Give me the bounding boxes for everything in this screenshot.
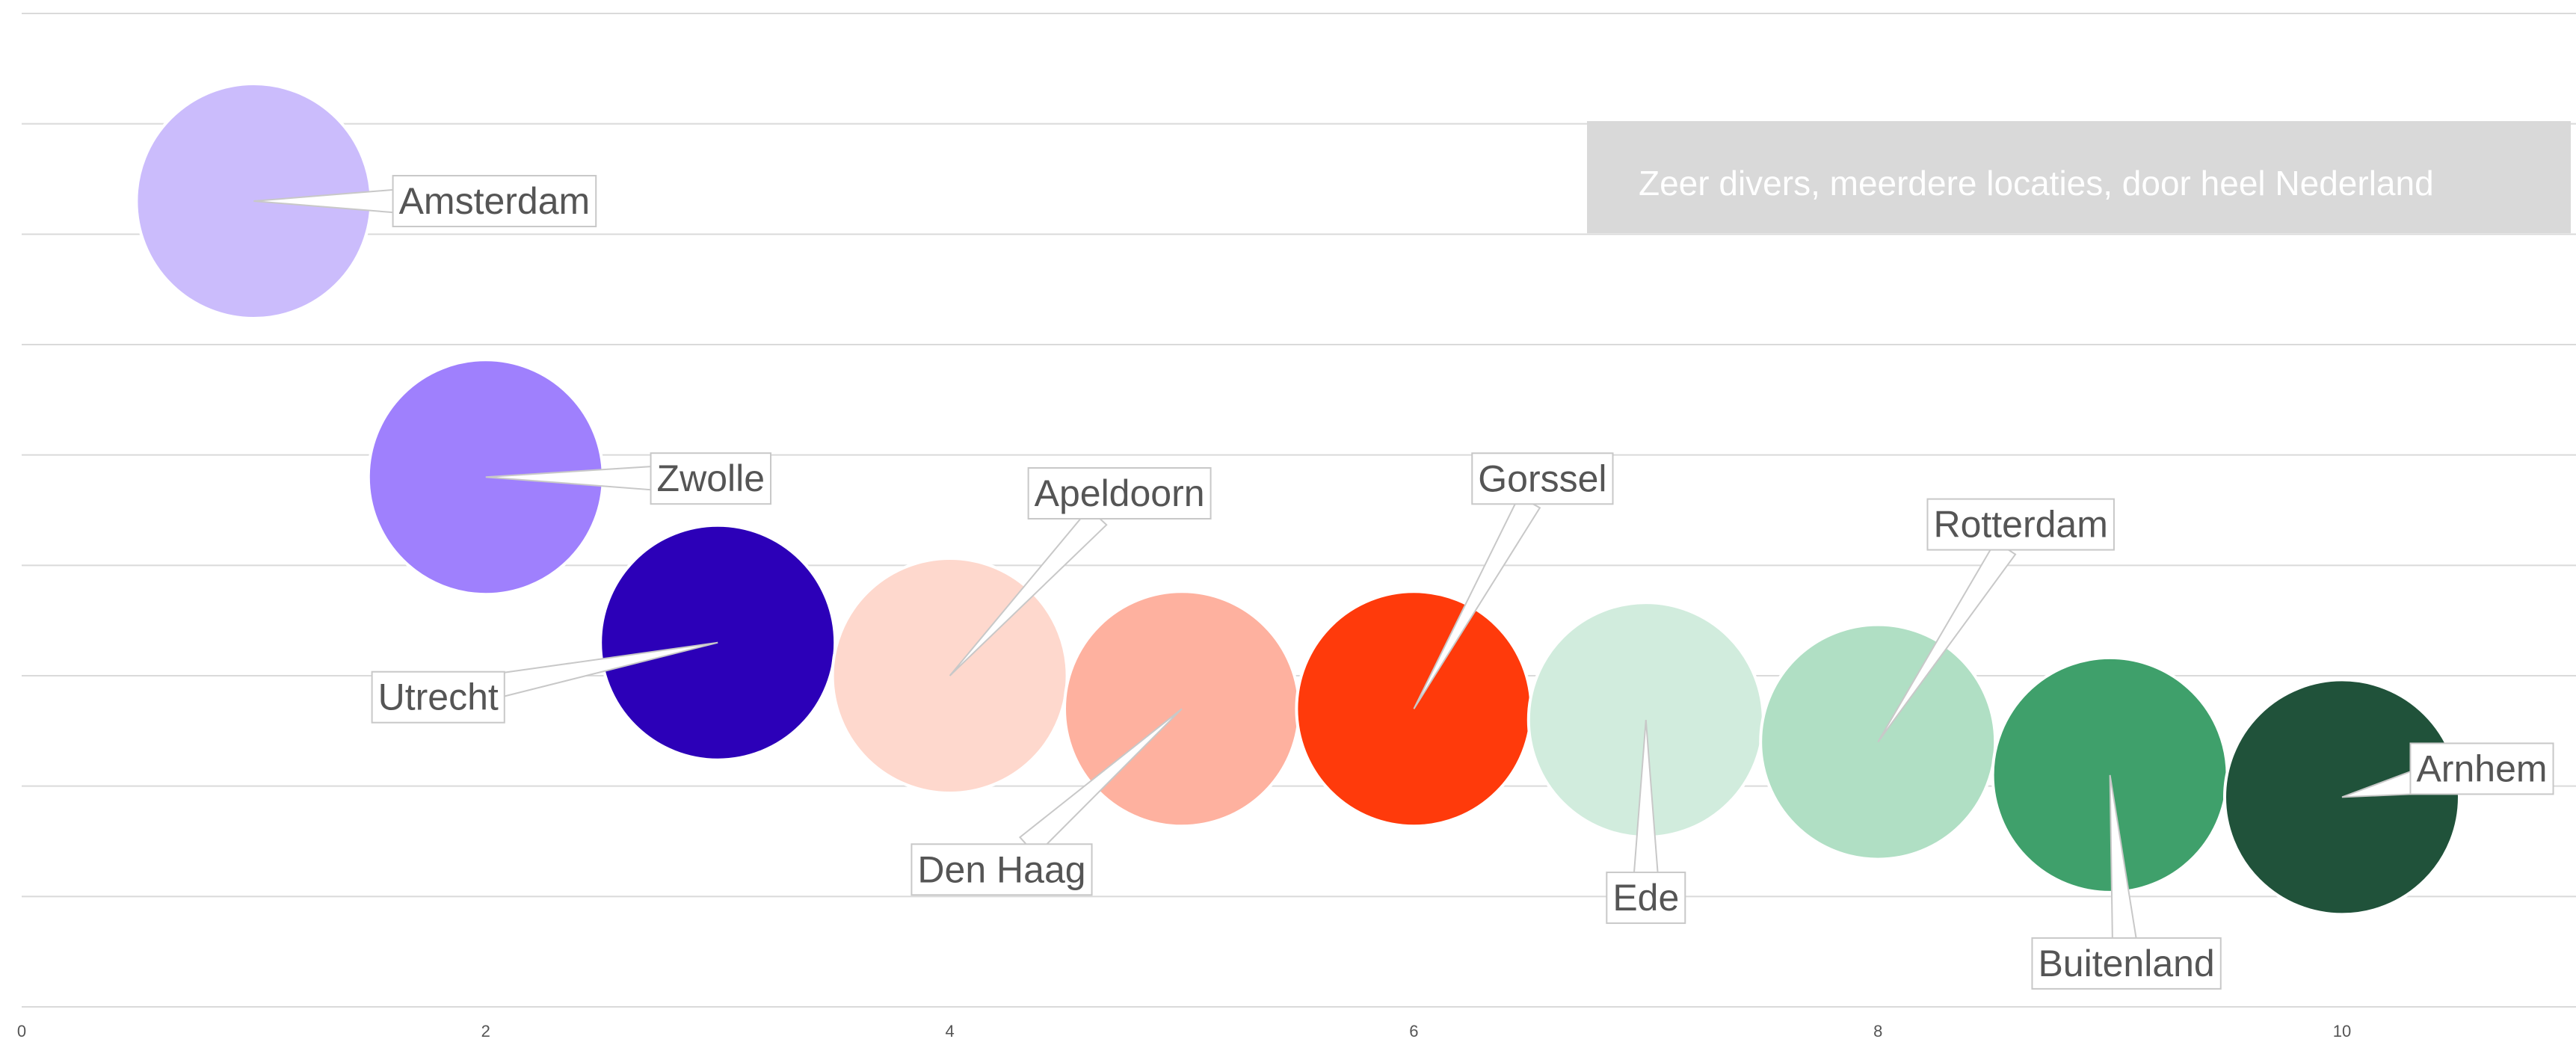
callout-box bbox=[2409, 742, 2554, 795]
callout-box bbox=[1926, 498, 2115, 551]
callout-box bbox=[910, 843, 1093, 896]
callout-label: Rotterdam bbox=[1933, 504, 2107, 546]
x-tick-label: 10 bbox=[2333, 1022, 2351, 1039]
callout-rotterdam: Rotterdam bbox=[1877, 498, 2115, 743]
callout-ede: Ede bbox=[1606, 719, 1686, 925]
callout-label: Gorssel bbox=[1478, 457, 1606, 499]
callout-label: Apeldoorn bbox=[1035, 472, 1205, 514]
callout-box bbox=[1027, 467, 1212, 520]
callout-amsterdam: Amsterdam bbox=[253, 175, 597, 228]
x-tick-label: 0 bbox=[17, 1022, 26, 1039]
callout-box bbox=[650, 452, 772, 505]
callout-box bbox=[1606, 872, 1686, 925]
x-tick-label: 2 bbox=[481, 1022, 490, 1039]
callout-buitenland: Buitenland bbox=[2031, 774, 2222, 990]
callout-apeldoorn: Apeldoorn bbox=[949, 467, 1212, 676]
callout-label: Arnhem bbox=[2416, 747, 2547, 789]
x-axis-ticks: 0 2 4 6 8 10 bbox=[17, 1022, 2351, 1039]
callout-label: Utrecht bbox=[378, 676, 499, 718]
callout-arnhem: Arnhem bbox=[2341, 742, 2554, 798]
callout-den-haag: Den Haag bbox=[910, 708, 1183, 896]
callout-label: Den Haag bbox=[917, 848, 1085, 890]
callout-label: Ede bbox=[1612, 877, 1679, 919]
callout-box bbox=[371, 670, 505, 724]
x-tick-label: 8 bbox=[1873, 1022, 1882, 1039]
callout-box bbox=[392, 175, 597, 228]
annotation-note-box bbox=[1587, 121, 2571, 233]
callout-box bbox=[1471, 452, 1614, 505]
callout-box bbox=[2031, 937, 2222, 990]
x-tick-label: 4 bbox=[945, 1022, 954, 1039]
annotation-note: Zeer divers, meerdere locaties, door hee… bbox=[1587, 121, 2571, 233]
callout-zwolle: Zwolle bbox=[485, 452, 772, 505]
callout-gorssel: Gorssel bbox=[1413, 452, 1614, 709]
callout-label: Zwolle bbox=[657, 457, 765, 499]
callout-label: Buitenland bbox=[2038, 943, 2214, 984]
x-tick-label: 6 bbox=[1409, 1022, 1418, 1039]
callout-utrecht: Utrecht bbox=[371, 641, 718, 724]
callouts: Amsterdam Zwolle Utrecht Apeldoorn Den Haag G… bbox=[253, 175, 2554, 990]
annotation-note-text: Zeer divers, meerdere locaties, door hee… bbox=[1639, 164, 2434, 203]
callout-label: Amsterdam bbox=[399, 180, 591, 222]
